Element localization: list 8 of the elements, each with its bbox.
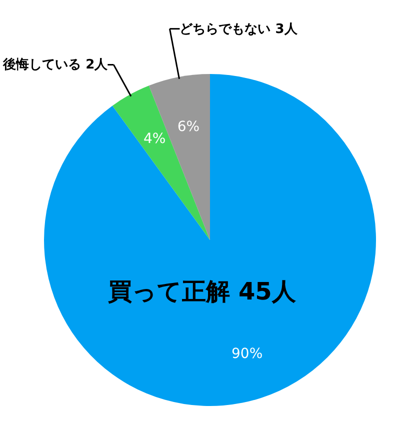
pie-slice <box>44 74 376 406</box>
slice-label: 後悔している 2人 <box>2 56 109 73</box>
data-label: 6% <box>177 119 200 136</box>
pie-slice <box>112 86 210 240</box>
slice-label: どちらでもない 3人 <box>180 22 298 37</box>
data-label: 90% <box>232 346 263 362</box>
slice-label: 買って正解 45人 <box>107 277 297 306</box>
data-label: 4% <box>143 131 166 148</box>
